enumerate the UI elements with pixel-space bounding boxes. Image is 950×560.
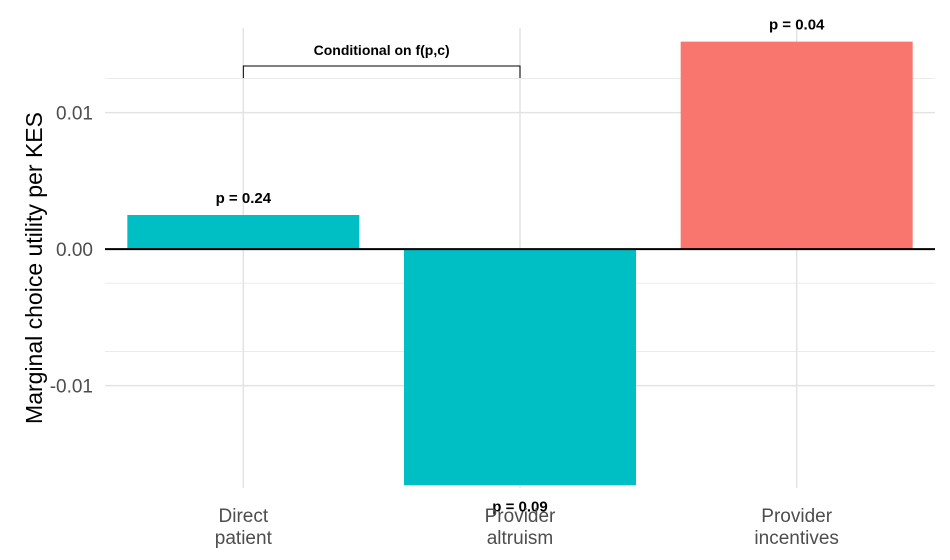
p-value-label: p = 0.24 xyxy=(216,190,272,207)
bar xyxy=(127,215,360,250)
y-tick-label: 0.01 xyxy=(56,104,93,125)
y-tick-label: 0.00 xyxy=(56,240,93,261)
x-tick-label: Provider incentives xyxy=(754,506,839,549)
x-tick-label: Direct patient xyxy=(215,506,273,549)
x-tick-label: Provider altruism xyxy=(485,506,556,549)
bracket-label: Conditional on f(p,c) xyxy=(314,42,450,58)
bracket-line xyxy=(242,65,521,78)
bar xyxy=(680,41,913,250)
bar xyxy=(404,249,636,486)
x-tick-labels: Direct patient Provider altruism Provider inc… xyxy=(215,506,839,549)
p-value-labels: p = 0.24 p = 0.09 p = 0.04 xyxy=(216,17,825,516)
comparison-bracket: Conditional on f(p,c) xyxy=(242,42,521,78)
p-value-label: p = 0.04 xyxy=(769,17,825,34)
y-axis-title: Marginal choice utility per KES xyxy=(21,112,47,424)
bars xyxy=(127,41,913,486)
p-value-label: p = 0.09 xyxy=(492,498,547,515)
y-tick-labels: 0.01 0.00 -0.01 xyxy=(50,104,93,398)
y-tick-label: -0.01 xyxy=(50,377,93,398)
